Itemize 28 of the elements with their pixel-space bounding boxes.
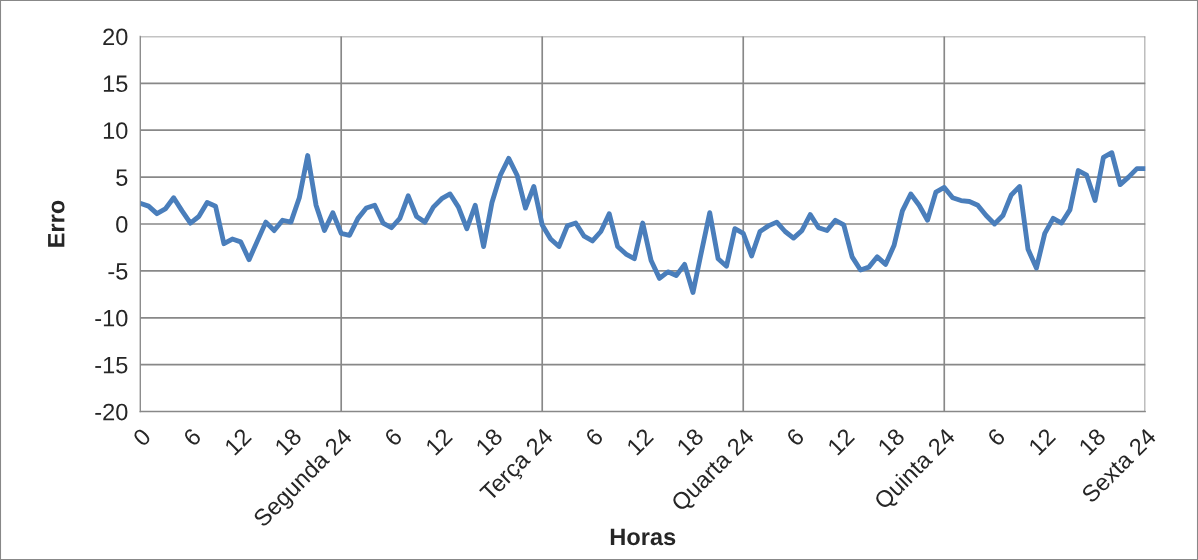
y-axis-title: Erro [48, 200, 65, 247]
y-tick-label: -20 [95, 403, 128, 421]
x-tick-label: 6 [182, 427, 202, 447]
x-tick-label: 18 [475, 427, 504, 456]
x-tick-label: 6 [785, 427, 806, 447]
line-series [140, 150, 1146, 295]
x-tick-label: 0 [131, 427, 152, 448]
x-tick-label: 6 [986, 427, 1007, 447]
y-tick-label: -15 [95, 357, 128, 374]
x-tick-label: 18 [1078, 427, 1107, 456]
x-tick-label: 6 [584, 427, 604, 447]
x-tick-label: 12 [625, 427, 654, 456]
y-tick-label: 10 [103, 122, 128, 139]
y-tick-label: 5 [116, 169, 128, 186]
y-tick-label: 0 [116, 216, 128, 233]
x-tick-label: 12 [1027, 427, 1057, 456]
x-tick-label: 18 [877, 427, 906, 456]
x-axis-title: Horas [610, 528, 676, 546]
x-tick-label: 12 [826, 427, 856, 456]
y-tick-label: 20 [103, 28, 128, 46]
x-tick-label: 12 [223, 427, 252, 456]
x-tick-label: 6 [383, 427, 403, 447]
x-tick-label: 12 [424, 427, 453, 456]
y-tick-label: -10 [95, 309, 128, 327]
y-tick-label: 15 [103, 75, 128, 93]
y-tick-label: -5 [108, 263, 128, 280]
x-tick-label: 18 [274, 427, 303, 456]
x-tick-label: 18 [676, 427, 705, 456]
